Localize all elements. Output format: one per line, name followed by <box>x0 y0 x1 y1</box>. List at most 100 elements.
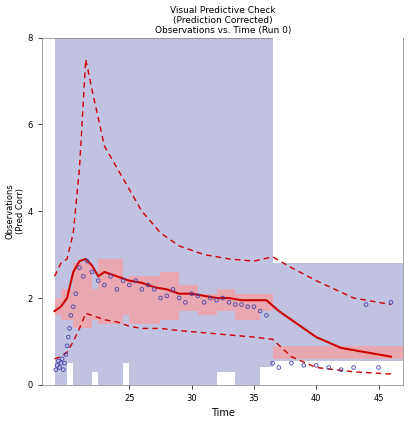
Bar <box>92 372 98 385</box>
Point <box>207 295 213 301</box>
Bar <box>216 289 235 311</box>
Point <box>108 273 114 280</box>
Bar <box>235 294 260 320</box>
Point <box>388 299 394 306</box>
Bar <box>123 281 129 315</box>
Point <box>139 286 145 293</box>
Bar <box>260 294 273 311</box>
Point <box>375 364 382 371</box>
Bar <box>73 37 92 385</box>
Point <box>64 343 70 349</box>
Point <box>201 299 207 306</box>
Point <box>151 286 157 293</box>
Bar <box>273 361 403 385</box>
Point <box>338 366 344 373</box>
Bar <box>54 37 67 385</box>
Point <box>226 299 232 306</box>
Bar <box>98 37 123 385</box>
Point <box>67 312 74 319</box>
Title: Visual Predictive Check
(Prediction Corrected)
Observations vs. Time (Run 0): Visual Predictive Check (Prediction Corr… <box>155 6 291 35</box>
Point <box>251 303 257 310</box>
Bar <box>92 372 98 385</box>
Point <box>170 286 176 293</box>
Bar <box>129 276 160 324</box>
Point <box>72 290 79 297</box>
Bar <box>73 263 92 329</box>
Bar <box>54 298 61 315</box>
Point <box>189 290 195 297</box>
Point <box>66 325 73 332</box>
X-axis label: Time: Time <box>211 408 235 418</box>
Point <box>53 366 59 373</box>
Bar <box>273 346 403 359</box>
Bar <box>273 263 403 361</box>
Point <box>120 277 126 284</box>
Bar <box>160 272 179 320</box>
Point <box>84 258 90 265</box>
Bar <box>98 259 123 324</box>
Bar <box>216 372 235 385</box>
Bar <box>260 368 273 385</box>
Point <box>176 295 182 301</box>
Bar <box>123 37 129 363</box>
Point <box>132 277 139 284</box>
Bar <box>129 37 216 385</box>
Bar <box>260 368 273 385</box>
Point <box>58 360 64 366</box>
Bar <box>216 37 235 372</box>
Point <box>95 277 101 284</box>
Point <box>288 360 294 366</box>
Bar <box>235 37 260 385</box>
Bar <box>67 363 73 385</box>
Point <box>157 295 164 301</box>
Point <box>59 355 65 362</box>
Point <box>276 364 282 371</box>
Point <box>54 362 61 369</box>
Bar <box>260 37 273 368</box>
Point <box>60 366 67 373</box>
Point <box>61 360 68 366</box>
Point <box>76 264 83 271</box>
Point <box>70 303 76 310</box>
Point <box>182 299 189 306</box>
Bar <box>67 363 73 385</box>
Bar <box>67 37 73 363</box>
Point <box>257 308 263 315</box>
Bar <box>273 37 403 263</box>
Point <box>126 282 133 288</box>
Bar <box>216 372 235 385</box>
Point <box>270 360 276 366</box>
Point <box>238 301 245 308</box>
Y-axis label: Observations
(Pred Corr): Observations (Pred Corr) <box>6 183 25 239</box>
Bar <box>92 289 98 320</box>
Point <box>55 357 62 364</box>
Point <box>89 268 95 275</box>
Point <box>232 301 238 308</box>
Bar <box>198 294 216 315</box>
Bar <box>273 37 403 263</box>
Point <box>363 301 369 308</box>
Point <box>63 351 69 358</box>
Bar <box>273 361 403 385</box>
Point <box>313 362 319 369</box>
Point <box>195 293 201 299</box>
Point <box>164 293 170 299</box>
Point <box>326 364 332 371</box>
Point <box>56 364 63 371</box>
Point <box>245 303 251 310</box>
Point <box>220 295 226 301</box>
Bar <box>179 285 198 311</box>
Point <box>80 273 87 280</box>
Bar <box>92 37 98 372</box>
Point <box>101 282 108 288</box>
Point <box>213 297 220 304</box>
Bar <box>61 289 73 320</box>
Bar <box>123 363 129 385</box>
Bar <box>123 363 129 385</box>
Point <box>65 334 72 340</box>
Point <box>301 362 307 369</box>
Point <box>263 312 270 319</box>
Point <box>145 282 151 288</box>
Point <box>351 364 357 371</box>
Point <box>114 286 120 293</box>
